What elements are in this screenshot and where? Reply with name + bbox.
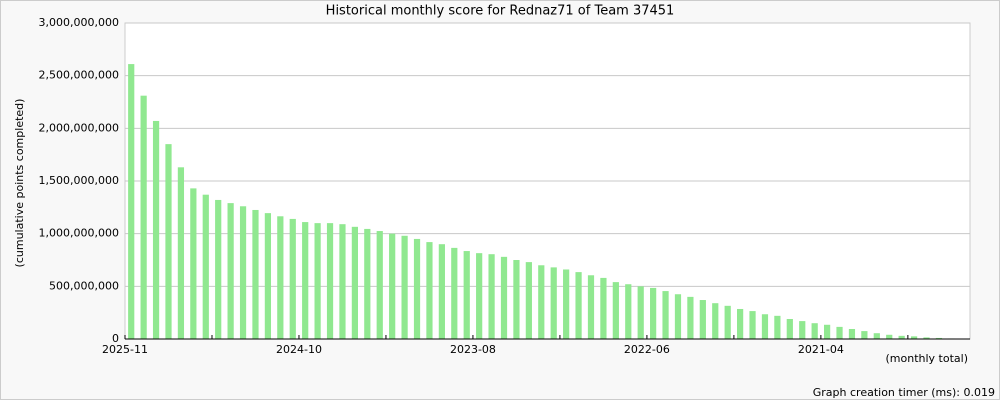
bar: [376, 231, 383, 339]
bar: [426, 242, 433, 339]
bar: [177, 167, 185, 339]
bar: [935, 337, 943, 339]
bar: [152, 120, 160, 340]
bar: [463, 251, 470, 339]
bar: [563, 269, 570, 339]
bar: [289, 218, 296, 339]
bar: [724, 305, 731, 339]
bar: [413, 238, 421, 339]
bar: [264, 213, 272, 339]
bar: [699, 300, 706, 339]
bar: [550, 267, 557, 339]
bar: [190, 188, 197, 339]
bar: [873, 333, 880, 339]
bar: [861, 331, 868, 339]
y-tick-label: 500,000,000: [49, 279, 119, 292]
bar: [215, 199, 222, 339]
bar: [761, 314, 769, 339]
bar: [587, 275, 595, 339]
bar: [836, 326, 843, 339]
y-tick-label: 2,500,000,000: [39, 69, 119, 82]
bar: [239, 206, 247, 339]
x-tick-label: 2023-08: [450, 343, 496, 356]
bar: [128, 64, 135, 339]
bar: [202, 194, 209, 339]
bar: [749, 311, 756, 339]
bar: [476, 253, 483, 339]
bar: [277, 216, 284, 339]
bar: [625, 284, 632, 339]
x-axis-label: (monthly total): [886, 352, 969, 365]
chart-title: Historical monthly score for Rednaz71 of…: [326, 4, 675, 19]
bar: [451, 247, 458, 339]
bar: [351, 226, 358, 339]
bar: [339, 224, 346, 339]
bar: [575, 272, 582, 339]
y-tick-label: 0: [112, 332, 119, 345]
bar: [165, 144, 172, 339]
bar: [687, 296, 694, 339]
bar: [252, 209, 259, 339]
bar: [848, 328, 856, 339]
y-tick-label: 2,000,000,000: [39, 121, 119, 134]
bar: [438, 244, 445, 339]
bar: [488, 254, 495, 339]
bar: [650, 287, 657, 339]
bar: [823, 324, 831, 339]
bar: [525, 262, 532, 339]
bar: [600, 277, 607, 339]
bar: [500, 256, 508, 339]
bar: [389, 233, 396, 339]
bar: [302, 222, 309, 339]
bar: [923, 337, 930, 339]
bar: [799, 321, 806, 339]
bar: [662, 291, 669, 339]
bar: [886, 334, 893, 339]
x-tick-label: 2022-06: [624, 343, 670, 356]
bar: [637, 286, 644, 339]
bar: [774, 315, 781, 339]
bar: [737, 308, 744, 339]
bar: [401, 235, 408, 339]
x-tick-label: 2025-11: [102, 343, 148, 356]
bar: [140, 95, 147, 340]
bar: [364, 228, 371, 339]
x-tick-label: 2021-04: [798, 343, 844, 356]
bar: [786, 318, 793, 339]
bar: [612, 282, 619, 339]
bar: [326, 223, 334, 339]
bar: [674, 294, 682, 339]
footer: Graph creation timer (ms): 0.019: [813, 386, 995, 399]
bar: [513, 260, 520, 339]
bar: [314, 223, 321, 339]
y-tick-label: 1,000,000,000: [39, 227, 119, 240]
y-tick-label: 1,500,000,000: [39, 174, 119, 187]
y-tick-label: 3,000,000,000: [39, 16, 119, 29]
bar: [538, 265, 545, 339]
y-axis-label: (cumulative points completed): [13, 99, 26, 268]
bar: [227, 203, 234, 339]
bar: [898, 335, 905, 339]
bar: [811, 323, 818, 339]
x-tick-label: 2024-10: [276, 343, 322, 356]
bar: [712, 303, 719, 339]
bar: [910, 336, 918, 339]
